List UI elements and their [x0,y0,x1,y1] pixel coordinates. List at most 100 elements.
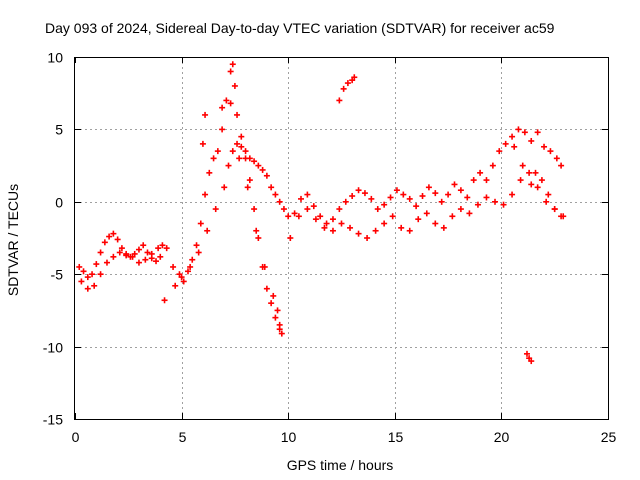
data-point [219,104,226,111]
data-point [255,235,262,241]
y-tick-label: -10 [43,340,63,356]
data-point [304,191,311,198]
data-point [547,148,554,155]
data-point [280,206,287,213]
data-point [538,177,545,184]
data-point [285,213,292,220]
y-tick-label: 5 [55,122,63,138]
data-point [251,158,258,165]
data-point [129,253,136,260]
data-point [347,224,354,231]
data-point [202,111,209,118]
data-point [509,191,516,198]
data-point [276,321,283,328]
data-point [229,61,236,68]
data-point [374,206,381,213]
data-points [76,61,567,365]
data-point [381,201,388,208]
data-point [212,206,219,213]
data-point [398,224,405,231]
data-point [189,256,196,263]
data-point [457,187,464,194]
data-point [528,181,535,188]
data-point [178,274,185,281]
data-point [457,206,464,213]
data-point [483,177,490,184]
grid-lines [75,57,608,419]
data-point [110,230,117,237]
data-point [223,97,230,104]
data-point [534,129,541,136]
x-tick-label: 20 [494,429,510,445]
data-point [500,201,507,208]
data-point [268,184,275,191]
data-point [558,213,565,220]
data-point [297,195,304,202]
data-point [234,111,241,118]
data-point [238,143,245,150]
data-point [509,133,516,140]
data-point [291,210,298,217]
data-point [101,239,108,246]
data-point [255,162,262,169]
data-point [355,230,362,237]
data-point [355,187,362,194]
data-point [236,155,243,162]
data-point [263,172,270,179]
data-point [449,213,456,220]
y-tick-label: -15 [43,412,63,428]
y-axis-label: SDTVAR / TECUs [5,184,21,296]
data-point [432,190,439,197]
data-point [140,242,147,249]
data-point [381,220,388,227]
data-point [103,259,110,266]
data-point [180,278,187,285]
data-point [477,169,484,176]
data-point [114,236,121,243]
data-point [202,191,209,198]
data-point [440,224,447,231]
data-point [135,246,142,253]
data-point [272,191,279,198]
data-point [197,220,204,227]
data-point [84,285,91,292]
data-point [340,85,347,92]
data-point [148,250,155,257]
data-point [261,263,268,270]
data-point [84,274,91,281]
data-point [543,198,550,205]
chart-title: Day 093 of 2024, Sidereal Day-to-day VTE… [45,20,555,36]
data-point [342,198,349,205]
data-point [445,191,452,198]
data-point [413,203,420,210]
data-point [304,206,311,213]
data-point [172,282,179,289]
data-point [276,198,283,205]
data-point [155,245,162,252]
x-tick-label: 15 [388,429,404,445]
data-point [238,133,245,140]
data-point [321,224,328,231]
data-point [534,184,541,191]
data-point [242,155,249,162]
data-point [496,148,503,155]
x-tick-labels: 0 5 10 15 20 25 [72,429,617,445]
data-point [144,249,151,256]
data-point [438,198,445,205]
y-tick-label: 0 [55,195,63,211]
data-point [193,242,200,249]
data-point [78,278,85,285]
data-point [344,80,351,87]
y-tick-label: 10 [47,50,63,66]
data-point [221,184,228,191]
data-point [406,227,413,234]
data-point [227,100,234,107]
data-point [336,206,343,213]
data-point [93,261,100,268]
data-point [372,227,379,234]
data-point [295,213,302,220]
data-point [551,206,558,213]
data-point [489,162,496,169]
data-point [502,140,509,147]
